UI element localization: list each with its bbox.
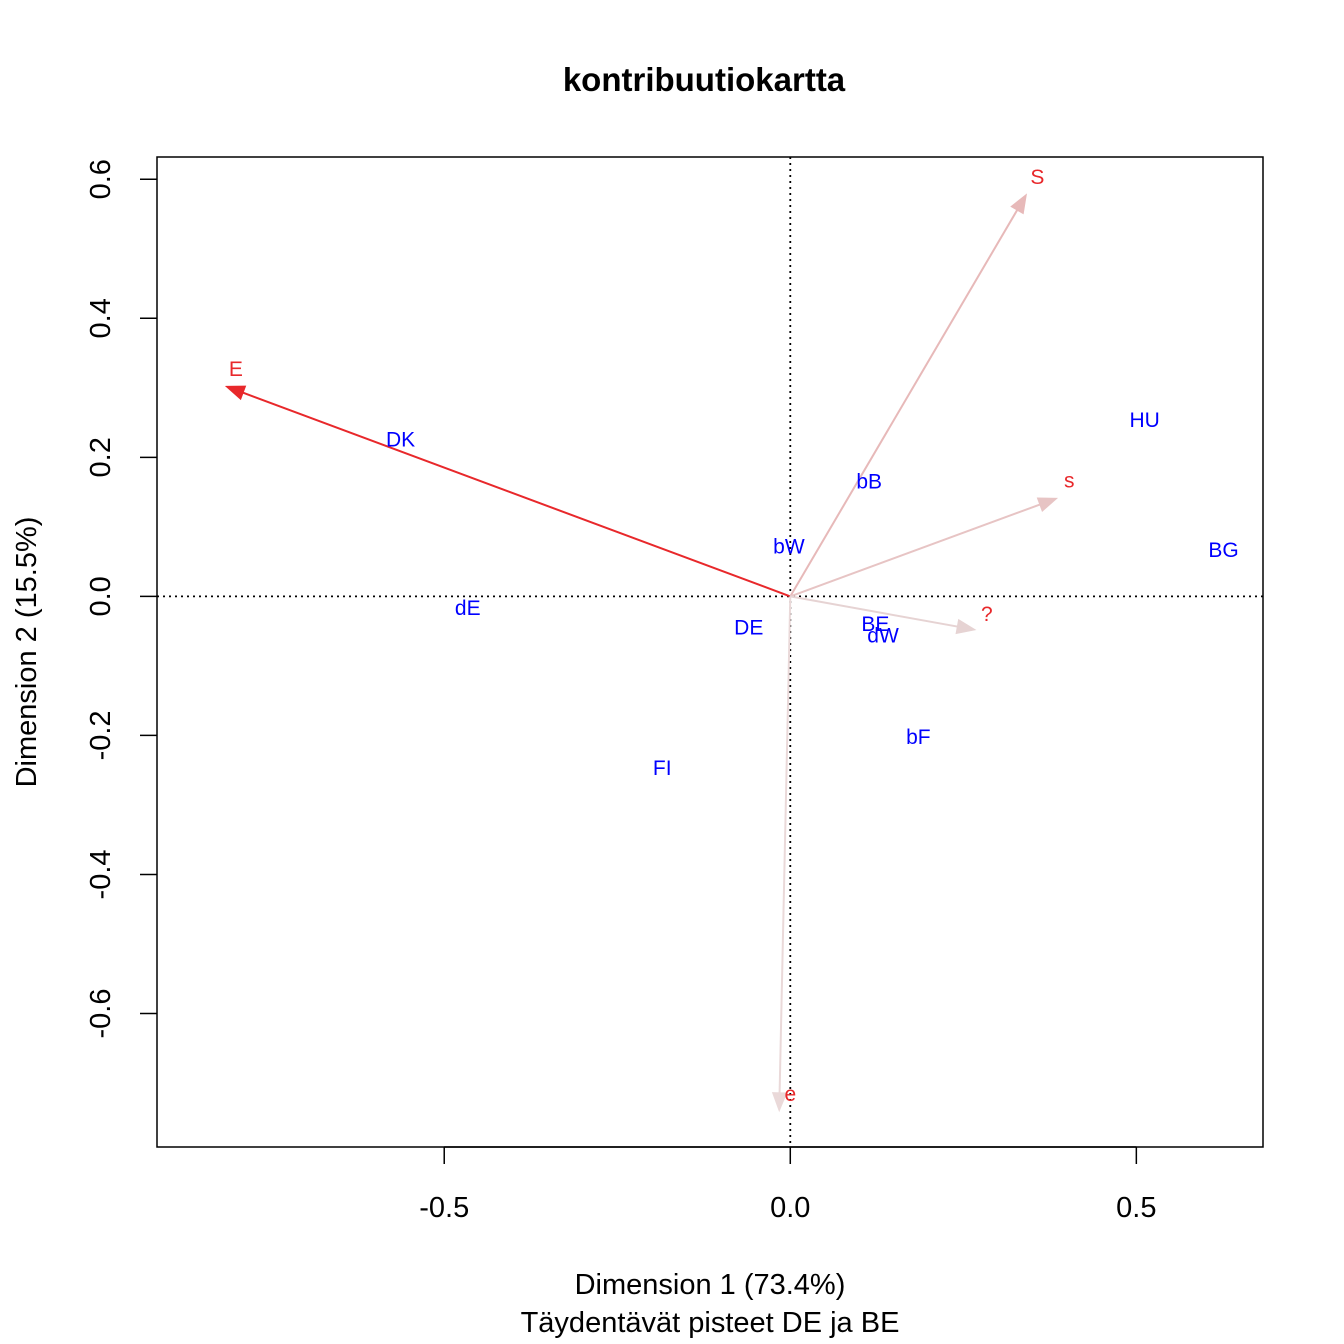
arrow-E [224, 385, 791, 598]
point-label-dW: dW [867, 624, 899, 647]
point-label-HU: HU [1129, 409, 1159, 432]
arrow-shaft [789, 503, 1041, 598]
y-tick-label: 0.2 [85, 437, 117, 477]
arrow-head [955, 618, 977, 635]
point-label-BE: BE [861, 613, 889, 636]
y-tick-label: -0.6 [85, 989, 117, 1039]
arrow-shaft [790, 595, 958, 628]
point-label-BG: BG [1208, 539, 1238, 562]
arrow-label-S: S [1030, 166, 1044, 189]
arrow-shaft [778, 596, 792, 1093]
arrow-layer [224, 193, 1059, 1113]
x-axis-sublabel: Täydentävät pisteet DE ja BE [521, 1307, 900, 1339]
arrow-label-layer: E Ss? e [229, 166, 1075, 1106]
x-axis-label: Dimension 1 (73.4%) [575, 1269, 846, 1301]
arrow-e [771, 596, 792, 1113]
plot-frame [156, 156, 1264, 1148]
point-label-bB: bB [856, 471, 882, 494]
arrow-s [789, 497, 1059, 598]
x-tick-label: 0.0 [770, 1192, 810, 1224]
y-axis: -0.6 -0.4 -0.2 0.0 0.2 0.4 0.6 [85, 159, 157, 1039]
arrow-label-?: ? [981, 603, 993, 626]
arrow-? [790, 595, 977, 635]
arrow-label-e: e [784, 1083, 796, 1106]
y-tick-label: 0.4 [85, 298, 117, 338]
point-label-bW: bW [773, 535, 805, 558]
point-label-dE: dE [455, 597, 481, 620]
point-label-DK: DK [386, 428, 415, 451]
arrow-head [224, 385, 247, 401]
x-axis: -0.5 0.0 0.5 [419, 1146, 1157, 1224]
arrow-label-E: E [229, 358, 243, 381]
y-axis-label: Dimension 2 (15.5%) [11, 517, 43, 788]
point-label-FI: FI [653, 757, 672, 780]
x-tick-label: -0.5 [419, 1192, 469, 1224]
y-tick-label: 0.6 [85, 159, 117, 199]
arrow-shaft [789, 209, 1019, 597]
x-tick-label: 0.5 [1116, 1192, 1156, 1224]
y-tick-label: -0.2 [85, 710, 117, 760]
arrow-head [1036, 497, 1059, 512]
y-tick-label: -0.4 [85, 849, 117, 899]
arrow-shaft [242, 391, 791, 598]
arrow-S [789, 193, 1027, 597]
point-label-bF: bF [906, 726, 931, 749]
arrow-label-s: s [1064, 469, 1075, 492]
y-tick-label: 0.0 [85, 576, 117, 616]
arrow-head [771, 1092, 788, 1113]
arrow-head [1010, 193, 1027, 215]
reference-lines [157, 157, 1263, 1147]
chart-title: kontribuutiokartta [563, 61, 846, 98]
point-label-DE: DE [734, 617, 763, 640]
